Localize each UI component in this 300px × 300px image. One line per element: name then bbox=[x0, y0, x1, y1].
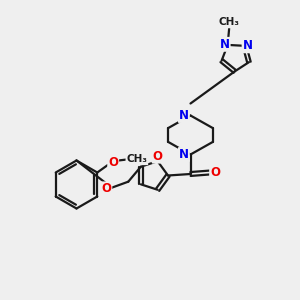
Text: CH₃: CH₃ bbox=[126, 154, 147, 164]
Text: CH₃: CH₃ bbox=[219, 17, 240, 27]
Text: N: N bbox=[179, 148, 189, 161]
Text: O: O bbox=[210, 166, 220, 179]
Text: O: O bbox=[153, 150, 163, 163]
Text: N: N bbox=[243, 39, 253, 52]
Text: O: O bbox=[108, 155, 118, 169]
Text: N: N bbox=[220, 38, 230, 51]
Text: O: O bbox=[101, 182, 111, 195]
Text: N: N bbox=[179, 109, 189, 122]
